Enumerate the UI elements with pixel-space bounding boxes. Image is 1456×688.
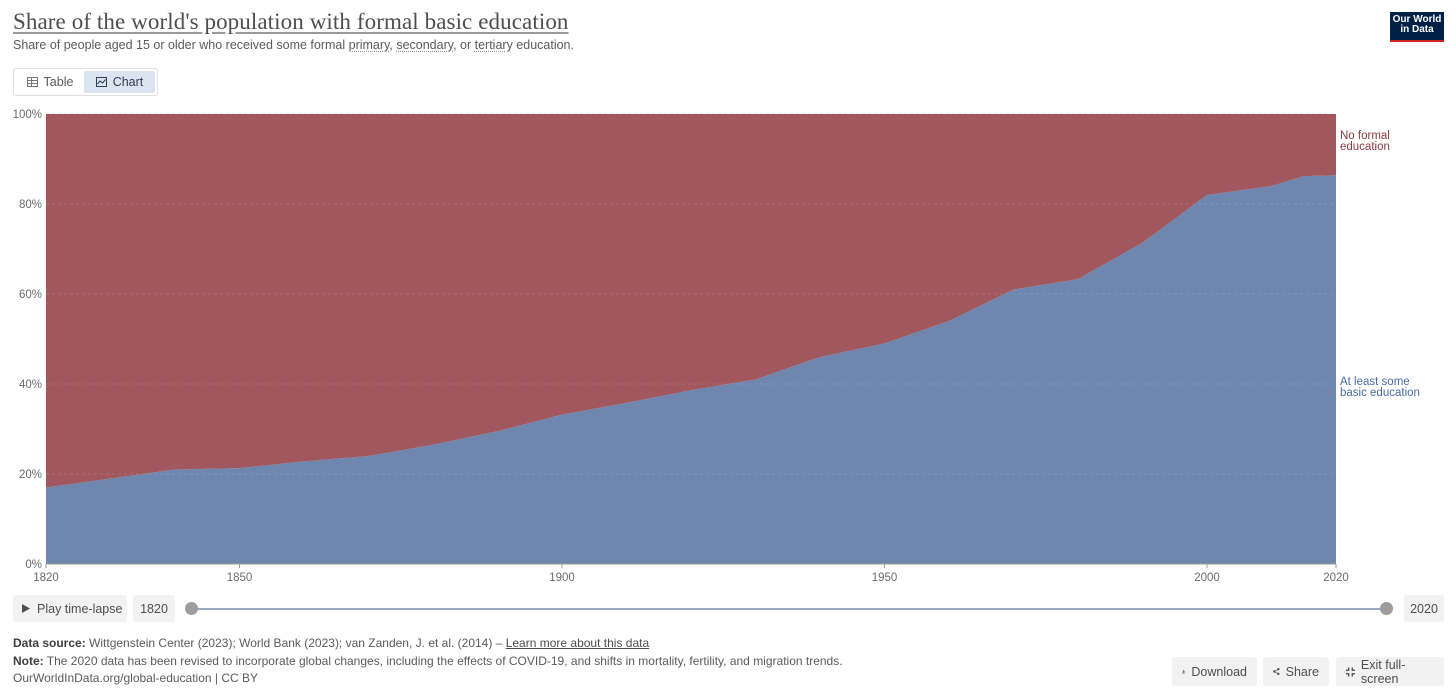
- logo-line-2: in Data: [1400, 24, 1434, 35]
- legend-line: At least some: [1340, 376, 1410, 388]
- legend-line: No formal: [1340, 130, 1390, 142]
- share-icon: [1273, 667, 1280, 676]
- share-button[interactable]: Share: [1263, 657, 1329, 686]
- x-tick-label: 1900: [549, 572, 575, 584]
- x-tick-label: 2020: [1323, 572, 1349, 584]
- download-label: Download: [1191, 664, 1247, 679]
- play-timelapse-button[interactable]: Play time-lapse: [13, 595, 127, 622]
- logo-line-1: Our World: [1392, 14, 1442, 25]
- share-label: Share: [1285, 664, 1319, 679]
- tab-chart-label: Chart: [112, 75, 144, 89]
- timeline-start-handle[interactable]: [185, 602, 198, 615]
- view-tabs: Table Chart: [13, 68, 158, 96]
- table-icon: [26, 77, 38, 87]
- play-icon: [22, 604, 30, 613]
- x-tick-label: 1820: [33, 572, 59, 584]
- subtitle-suffix: education.: [512, 38, 574, 52]
- legend-basic-education[interactable]: At least some basic education: [1340, 376, 1420, 399]
- exit-fullscreen-button[interactable]: Exit full-screen: [1336, 657, 1444, 686]
- timeline-end-handle[interactable]: [1380, 602, 1393, 615]
- y-tick-label: 60%: [19, 289, 42, 301]
- stacked-area-chart: 0% 20% 40% 60% 80% 100% 1820 1850 1900 1950 2000 20…: [13, 109, 1420, 584]
- x-tick-label: 2000: [1194, 572, 1220, 584]
- chart-footer: Data source: Wittgenstein Center (2023);…: [13, 635, 843, 688]
- tab-table[interactable]: Table: [16, 71, 84, 93]
- y-tick-label: 20%: [19, 469, 42, 481]
- end-year-box[interactable]: 2020: [1404, 595, 1444, 622]
- note-label: Note:: [13, 653, 44, 668]
- start-year-box[interactable]: 1820: [133, 595, 175, 622]
- note-text: The 2020 data has been revised to incorp…: [43, 653, 843, 668]
- tab-table-label: Table: [43, 75, 74, 89]
- source-text: Wittgenstein Center (2023); World Bank (…: [85, 636, 506, 650]
- y-tick-label: 80%: [19, 199, 42, 211]
- chart-subtitle: Share of people aged 15 or older who rec…: [13, 38, 574, 52]
- owid-logo[interactable]: Our World in Data: [1390, 12, 1444, 42]
- legend-no-formal-education[interactable]: No formal education: [1340, 130, 1390, 153]
- term-tertiary[interactable]: tertiary: [474, 38, 513, 52]
- exit-fullscreen-label: Exit full-screen: [1360, 657, 1406, 686]
- y-tick-label: 100%: [13, 109, 42, 121]
- timeline-controls: Play time-lapse 1820 2020: [13, 595, 1444, 623]
- timeline-track[interactable]: [191, 608, 1387, 610]
- download-icon: [1182, 669, 1186, 674]
- legend-line: education: [1340, 141, 1390, 153]
- credit-line[interactable]: OurWorldInData.org/global-education | CC…: [13, 671, 259, 685]
- learn-more-link[interactable]: Learn more about this data: [505, 636, 650, 650]
- area-no-formal-education[interactable]: [46, 114, 1336, 488]
- x-tick-label: 1950: [872, 572, 898, 584]
- y-tick-label: 40%: [19, 379, 42, 391]
- data-source-line: Data source: Wittgenstein Center (2023);…: [13, 635, 843, 653]
- area-at-least-some-basic-education[interactable]: [46, 175, 1336, 564]
- tab-chart[interactable]: Chart: [84, 71, 155, 93]
- x-tick-label: 1850: [227, 572, 253, 584]
- subtitle-sep-2: , or: [453, 38, 475, 52]
- subtitle-sep-1: ,: [389, 38, 397, 52]
- play-label: Play time-lapse: [37, 601, 123, 616]
- download-button[interactable]: Download: [1172, 657, 1257, 686]
- exit-fullscreen-icon: [1346, 667, 1355, 676]
- source-label: Data source:: [13, 636, 86, 650]
- chart-icon: [95, 77, 107, 87]
- term-primary[interactable]: primary: [348, 38, 390, 52]
- legend-line: basic education: [1340, 387, 1420, 399]
- term-secondary[interactable]: secondary: [396, 38, 454, 52]
- chart-title: Share of the world's population with for…: [13, 9, 569, 34]
- subtitle-prefix: Share of people aged 15 or older who rec…: [13, 38, 349, 52]
- note-line: Note: The 2020 data has been revised to …: [13, 653, 843, 671]
- y-tick-label: 0%: [25, 559, 42, 571]
